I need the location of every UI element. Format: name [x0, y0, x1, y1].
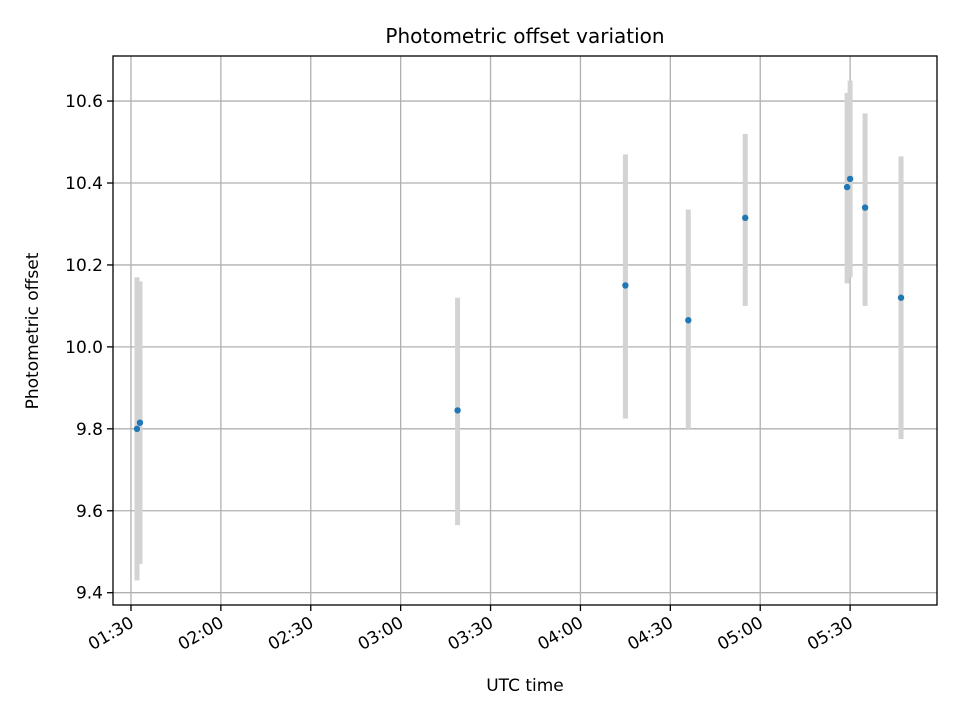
y-tick-label: 10.0: [65, 338, 103, 358]
data-point: [685, 317, 692, 324]
data-point: [742, 214, 749, 222]
chart-title: Photometric offset variation: [385, 24, 664, 48]
x-axis-label: UTC time: [486, 676, 564, 696]
data-point: [136, 419, 144, 426]
data-point: [843, 183, 851, 191]
data-point: [454, 407, 461, 414]
data-points: [133, 175, 905, 433]
y-axis-label: Photometric offset: [23, 252, 43, 409]
data-point: [897, 294, 905, 301]
data-point: [133, 425, 141, 433]
grid: [113, 56, 937, 605]
data-point: [622, 282, 629, 289]
data-point: [861, 204, 869, 211]
y-tick-label: 10.6: [65, 92, 103, 112]
y-tick-label: 9.8: [76, 420, 103, 440]
y-axis-ticks: 9.4 9.6 9.8 10.0 10.2 10.4 10.6: [65, 92, 113, 604]
y-tick-label: 10.4: [65, 174, 103, 194]
plot-frame: [112, 55, 938, 606]
y-tick-label: 9.4: [76, 584, 103, 604]
y-tick-label: 9.6: [76, 502, 103, 522]
data-point: [846, 175, 854, 183]
y-tick-label: 10.2: [65, 256, 103, 276]
